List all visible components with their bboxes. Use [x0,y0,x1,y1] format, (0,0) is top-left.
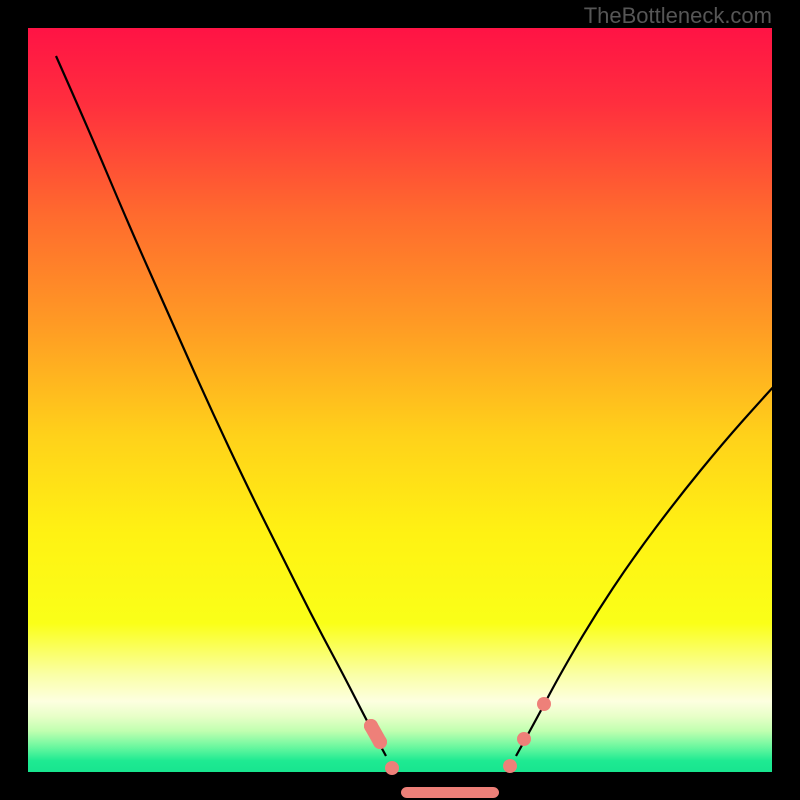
marker-pill [401,787,499,798]
plot-area [28,28,772,772]
gradient-background [28,28,772,772]
watermark-text: TheBottleneck.com [584,3,772,29]
chart-frame: TheBottleneck.com [0,0,800,800]
